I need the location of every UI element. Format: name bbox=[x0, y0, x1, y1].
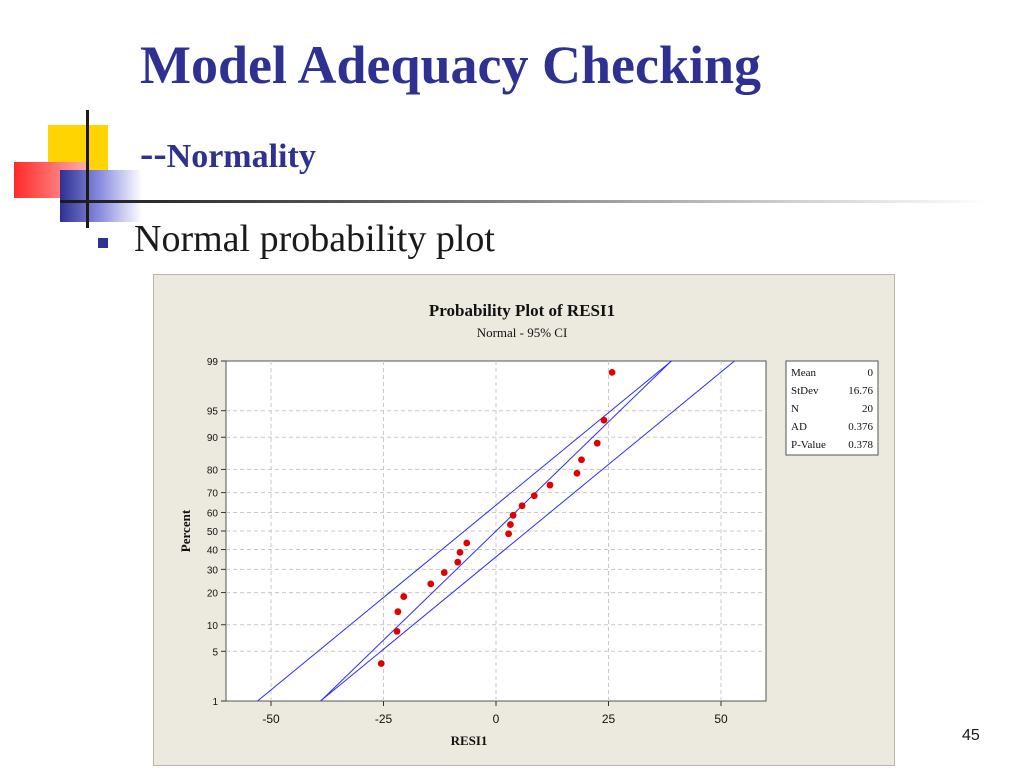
y-tick-label: 99 bbox=[207, 357, 219, 368]
stats-legend: Mean 0 StDev 16.76 N 20 AD 0.376 P-Value 0.378 bbox=[785, 360, 879, 456]
subtitle-dashes: -- bbox=[140, 131, 167, 176]
page-number: 45 bbox=[962, 727, 980, 744]
x-axis-ticks: -50 -25 0 25 50 bbox=[262, 701, 728, 726]
data-point bbox=[427, 580, 435, 588]
y-tick-label: 1 bbox=[212, 697, 218, 708]
data-point bbox=[546, 481, 554, 489]
stat-value: 16.76 bbox=[848, 385, 873, 397]
data-points bbox=[377, 368, 616, 667]
y-tick-label: 60 bbox=[207, 508, 219, 519]
data-point bbox=[454, 558, 462, 566]
title-divider bbox=[60, 200, 990, 203]
data-point bbox=[507, 521, 514, 528]
stat-value: 0 bbox=[868, 367, 874, 379]
data-point bbox=[518, 502, 526, 510]
data-point bbox=[600, 416, 608, 424]
chart-canvas: Probability Plot of RESI1 Normal - 95% C… bbox=[178, 301, 879, 748]
data-point bbox=[578, 456, 585, 464]
x-tick-label: 50 bbox=[714, 712, 728, 726]
data-point bbox=[593, 439, 601, 447]
bullet-text: Normal probability plot bbox=[134, 218, 495, 260]
y-tick-label: 95 bbox=[207, 407, 219, 418]
y-tick-label: 80 bbox=[207, 465, 219, 476]
decor-vertical-line bbox=[86, 110, 89, 228]
y-axis-ticks: 1 5 10 20 30 40 50 60 70 80 90 95 99 bbox=[207, 357, 226, 708]
data-point bbox=[440, 569, 448, 576]
subtitle-text: Normality bbox=[166, 138, 316, 175]
fitted-line bbox=[320, 360, 672, 702]
y-axis-label: Percent bbox=[178, 509, 193, 552]
stat-label: N bbox=[791, 403, 799, 415]
data-point bbox=[608, 368, 616, 376]
stat-value: 20 bbox=[862, 403, 874, 415]
data-point bbox=[394, 608, 402, 616]
stat-label: StDev bbox=[791, 385, 819, 397]
stat-value: 0.378 bbox=[848, 439, 873, 451]
bullet-square-icon bbox=[98, 238, 108, 248]
data-point bbox=[463, 539, 471, 547]
data-point bbox=[505, 530, 512, 538]
slide-title: Model Adequacy Checking bbox=[140, 35, 762, 95]
x-tick-label: 0 bbox=[493, 712, 500, 726]
stat-value: 0.376 bbox=[848, 421, 873, 433]
chart-title: Probability Plot of RESI1 bbox=[429, 301, 615, 320]
y-tick-label: 10 bbox=[207, 621, 219, 632]
stat-label: P-Value bbox=[791, 439, 826, 451]
ci-lower-line bbox=[320, 360, 735, 702]
stats-legend-box bbox=[785, 360, 879, 456]
x-tick-label: 25 bbox=[602, 712, 616, 726]
probability-plot: Probability Plot of RESI1 Normal - 95% C… bbox=[153, 274, 895, 766]
y-tick-label: 40 bbox=[207, 546, 219, 557]
x-tick-label: -25 bbox=[375, 712, 393, 726]
data-point bbox=[400, 593, 408, 600]
slide-subtitle: --Normality bbox=[140, 134, 316, 174]
stat-label: AD bbox=[791, 421, 807, 433]
y-tick-label: 30 bbox=[207, 565, 219, 576]
data-point bbox=[456, 548, 464, 556]
stat-label: Mean bbox=[791, 367, 817, 379]
x-axis-label: RESI1 bbox=[451, 733, 488, 748]
y-tick-label: 90 bbox=[207, 433, 219, 444]
chart-subtitle: Normal - 95% CI bbox=[477, 325, 568, 340]
data-point bbox=[393, 627, 401, 635]
decor-blue-block bbox=[60, 170, 142, 222]
data-point bbox=[573, 469, 581, 477]
data-point bbox=[509, 511, 517, 519]
grid-lines bbox=[226, 361, 766, 701]
data-point bbox=[530, 492, 538, 500]
x-tick-label: -50 bbox=[262, 712, 280, 726]
y-tick-label: 50 bbox=[207, 527, 219, 538]
stats-rows: Mean 0 StDev 16.76 N 20 AD 0.376 P-Value 0.378 bbox=[791, 367, 874, 451]
y-tick-label: 20 bbox=[207, 589, 219, 600]
y-tick-label: 5 bbox=[212, 647, 218, 658]
data-point bbox=[377, 660, 385, 667]
y-tick-label: 70 bbox=[207, 489, 219, 500]
